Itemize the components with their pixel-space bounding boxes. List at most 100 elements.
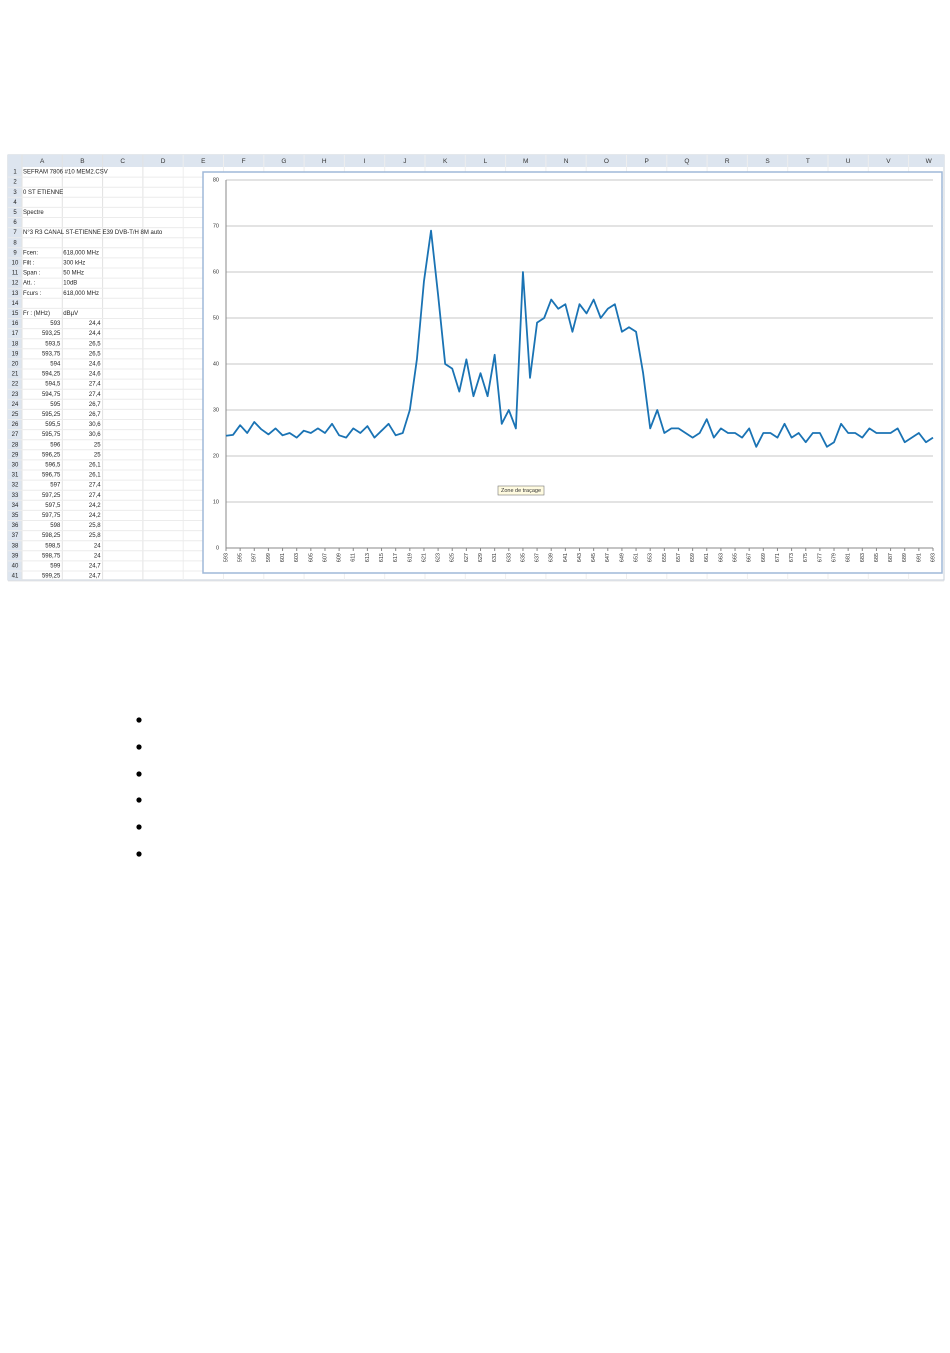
x-tick-label: 643 bbox=[577, 553, 583, 562]
row-number: 31 bbox=[12, 473, 19, 479]
x-tick-label: 647 bbox=[605, 553, 611, 562]
column-header: L bbox=[484, 158, 488, 165]
cell-a: 593,5 bbox=[45, 341, 61, 347]
row-number: 10 bbox=[12, 261, 19, 267]
cell-b: 30,6 bbox=[89, 422, 101, 428]
row-number: 15 bbox=[12, 311, 19, 317]
y-tick-label: 30 bbox=[213, 407, 219, 413]
column-header: E bbox=[201, 158, 206, 165]
cell-a: Fcurs : bbox=[23, 291, 42, 297]
cell-a: 593 bbox=[50, 321, 61, 327]
cell-b: 25 bbox=[94, 442, 101, 448]
cell-a: Fcen: bbox=[23, 250, 38, 256]
x-tick-label: 657 bbox=[676, 553, 682, 562]
x-tick-label: 691 bbox=[916, 553, 922, 562]
row-number: 13 bbox=[12, 291, 19, 297]
x-tick-label: 639 bbox=[549, 553, 555, 562]
cell-a: SEFRAM 7806 #10 MEM2.CSV bbox=[23, 170, 108, 176]
cell-a: 598 bbox=[50, 523, 61, 529]
row-number: 35 bbox=[12, 513, 19, 519]
column-header: P bbox=[644, 158, 648, 165]
x-tick-label: 671 bbox=[775, 553, 781, 562]
x-tick-label: 685 bbox=[874, 553, 880, 562]
x-tick-label: 673 bbox=[789, 553, 795, 562]
cell-b: 27,4 bbox=[89, 382, 101, 388]
cell-b: 24,2 bbox=[89, 503, 101, 509]
column-header: Q bbox=[684, 158, 689, 165]
column-header: D bbox=[161, 158, 166, 165]
x-tick-label: 679 bbox=[831, 553, 837, 562]
x-tick-label: 649 bbox=[619, 553, 625, 562]
row-number: 41 bbox=[12, 574, 19, 580]
cell-a: 0 ST ETIENNE bbox=[23, 190, 63, 196]
cell-a: 597 bbox=[50, 483, 61, 489]
x-tick-label: 627 bbox=[464, 553, 470, 562]
x-tick-label: 601 bbox=[280, 553, 286, 562]
column-header: K bbox=[443, 158, 448, 165]
chart-frame bbox=[202, 171, 943, 574]
row-number: 24 bbox=[12, 402, 19, 408]
row-number: 38 bbox=[12, 543, 19, 549]
bullet-list bbox=[136, 717, 142, 857]
x-tick-label: 613 bbox=[365, 553, 371, 562]
x-tick-label: 681 bbox=[846, 553, 852, 562]
column-header: B bbox=[80, 158, 84, 165]
x-tick-label: 665 bbox=[732, 553, 738, 562]
x-tick-label: 687 bbox=[888, 553, 894, 562]
column-header: J bbox=[403, 158, 406, 165]
cell-a: 599 bbox=[50, 564, 61, 570]
cell-b: 25 bbox=[94, 452, 101, 458]
bullet bbox=[136, 717, 142, 723]
x-tick-label: 637 bbox=[535, 553, 541, 562]
row-number: 22 bbox=[12, 382, 19, 388]
row-number: 27 bbox=[12, 432, 19, 438]
row-number: 5 bbox=[13, 210, 17, 216]
row-number: 33 bbox=[12, 493, 19, 499]
column-header-bar bbox=[8, 155, 944, 167]
y-tick-label: 60 bbox=[213, 269, 219, 275]
cell-a: 598,25 bbox=[42, 533, 61, 539]
column-header: T bbox=[806, 158, 810, 165]
cell-a: Filt : bbox=[23, 261, 35, 267]
y-tick-label: 20 bbox=[213, 453, 219, 459]
cell-a: 594,5 bbox=[45, 382, 61, 388]
cell-b: 300 kHz bbox=[63, 261, 85, 267]
row-number: 11 bbox=[12, 271, 19, 277]
cell-a: 595 bbox=[50, 402, 61, 408]
x-tick-label: 599 bbox=[266, 553, 272, 562]
x-tick-label: 645 bbox=[591, 553, 597, 562]
column-header: C bbox=[120, 158, 125, 165]
cell-b: 24,2 bbox=[89, 513, 101, 519]
cell-b: 27,4 bbox=[89, 493, 101, 499]
cell-b: 24,4 bbox=[89, 321, 101, 327]
cell-a: Att. : bbox=[23, 281, 36, 287]
cell-b: 26,7 bbox=[89, 402, 101, 408]
row-number: 7 bbox=[13, 230, 17, 236]
cell-a: 593,75 bbox=[42, 351, 61, 357]
cell-b: 24,7 bbox=[89, 574, 101, 580]
row-number: 23 bbox=[12, 392, 19, 398]
row-header-bar bbox=[8, 155, 22, 580]
bullet bbox=[136, 824, 142, 830]
chart: 0 10 20 30 40 50 60 70 80 593 595 597 599 601 603 605 60… bbox=[213, 177, 937, 562]
row-number: 39 bbox=[12, 553, 19, 559]
row-number: 14 bbox=[12, 301, 19, 307]
column-header: I bbox=[364, 158, 366, 165]
row-number: 2 bbox=[13, 180, 17, 186]
x-tick-label: 619 bbox=[407, 553, 413, 562]
x-tick-label: 667 bbox=[747, 553, 753, 562]
x-tick-label: 615 bbox=[379, 553, 385, 562]
row-number: 32 bbox=[12, 483, 19, 489]
y-tick-label: 40 bbox=[213, 361, 219, 367]
cell-b: 618,000 MHz bbox=[63, 291, 99, 297]
row-number: 26 bbox=[12, 422, 19, 428]
cell-a: 596 bbox=[50, 442, 61, 448]
cell-a: Fr : (MHz) bbox=[23, 311, 50, 317]
cell-a: 596,75 bbox=[42, 473, 61, 479]
column-header: H bbox=[322, 158, 327, 165]
cell-a: 595,75 bbox=[42, 432, 61, 438]
row-number: 12 bbox=[12, 281, 19, 287]
cell-a: 597,5 bbox=[45, 503, 61, 509]
row-number: 34 bbox=[12, 503, 19, 509]
